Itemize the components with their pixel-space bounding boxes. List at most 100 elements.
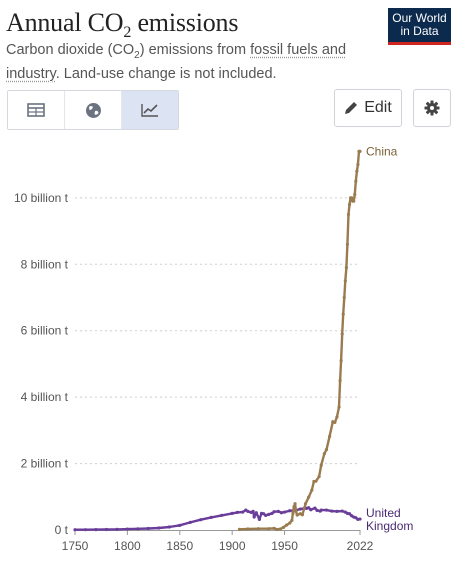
data-point-united-kingdom — [146, 526, 150, 531]
data-point-china — [345, 242, 350, 246]
y-tick-label: 10 billion t — [14, 191, 69, 205]
x-tick-label: 1900 — [219, 539, 246, 553]
data-point-united-kingdom — [220, 513, 224, 517]
data-point-china — [355, 169, 359, 173]
data-point-united-kingdom — [282, 510, 287, 514]
data-point-china — [346, 212, 351, 217]
data-point-china — [317, 474, 321, 479]
data-point-united-kingdom — [73, 528, 77, 532]
data-point-china — [300, 513, 304, 517]
data-point-china — [342, 295, 346, 300]
line-chart: 0 t 2 billion t 4 billion t 6 billion t 8 bi… — [14, 144, 413, 553]
data-point-united-kingdom — [115, 527, 119, 532]
data-point-united-kingdom — [94, 528, 98, 532]
data-point-united-kingdom — [254, 511, 258, 515]
data-point-united-kingdom — [257, 517, 262, 521]
data-point-united-kingdom — [264, 513, 268, 517]
data-point-china — [294, 509, 298, 513]
data-point-china — [272, 526, 276, 530]
data-point-china — [292, 505, 296, 509]
tab-table[interactable] — [8, 91, 64, 129]
data-point-united-kingdom — [209, 515, 213, 519]
data-point-united-kingdom — [267, 512, 271, 516]
x-tick-label: 1950 — [271, 539, 298, 553]
data-point-china — [295, 513, 299, 517]
data-point-china — [322, 452, 326, 456]
line-chart-icon — [141, 104, 158, 117]
y-tick-label: 4 billion t — [21, 390, 69, 404]
data-point-china — [256, 527, 260, 531]
x-tick-label: 1800 — [114, 539, 141, 553]
series-label-united-kingdom: United Kingdom — [366, 506, 413, 533]
data-point-china — [343, 279, 347, 283]
data-point-united-kingdom — [330, 509, 334, 513]
x-tick-label: 1750 — [62, 539, 89, 553]
data-point-china — [328, 434, 332, 438]
data-point-china — [291, 511, 295, 515]
data-point-united-kingdom — [272, 510, 276, 514]
data-point-china — [347, 202, 352, 207]
data-point-china — [337, 405, 341, 409]
data-point-united-kingdom — [307, 506, 311, 510]
data-point-united-kingdom — [340, 509, 344, 513]
data-point-united-kingdom — [288, 509, 292, 513]
data-point-united-kingdom — [324, 508, 329, 512]
data-point-united-kingdom — [167, 525, 171, 529]
edit-button[interactable]: Edit — [334, 89, 402, 127]
settings-button[interactable] — [413, 89, 451, 127]
view-tabs — [7, 90, 179, 130]
fossil-fuels-link[interactable]: fossil fuels and industry — [6, 42, 347, 82]
data-point-china — [352, 199, 356, 203]
y-tick-label: 8 billion t — [21, 257, 69, 271]
data-point-china — [333, 420, 337, 424]
data-point-china — [344, 265, 348, 270]
data-point-united-kingdom — [358, 517, 362, 521]
data-point-united-kingdom — [298, 507, 302, 511]
data-point-united-kingdom — [279, 511, 284, 515]
data-point-united-kingdom — [178, 523, 182, 527]
data-point-china — [340, 332, 344, 336]
data-point-china — [314, 479, 318, 483]
data-point-united-kingdom — [315, 508, 319, 513]
gear-icon — [424, 100, 440, 116]
data-point-united-kingdom — [199, 518, 203, 522]
data-point-china — [338, 378, 342, 383]
data-point-united-kingdom — [125, 527, 129, 531]
y-tick-label: 6 billion t — [21, 324, 69, 338]
data-point-china — [356, 163, 360, 167]
data-point-china — [341, 312, 345, 316]
data-point-china — [353, 192, 357, 197]
data-point-united-kingdom — [313, 506, 317, 510]
data-point-united-kingdom — [251, 509, 255, 513]
data-point-china — [281, 525, 286, 529]
data-point-china — [285, 523, 289, 527]
data-point-china — [278, 527, 282, 531]
data-point-china — [319, 463, 323, 467]
data-point-china — [339, 358, 343, 363]
x-tick-label: 2022 — [347, 539, 374, 553]
data-point-china — [358, 149, 362, 153]
data-point-united-kingdom — [309, 508, 313, 512]
owid-logo[interactable]: Our World in Data — [388, 8, 451, 45]
data-point-united-kingdom — [136, 527, 140, 531]
chart-title: Annual CO2 emissions — [6, 8, 239, 42]
data-point-china — [324, 448, 329, 452]
data-point-china — [288, 521, 292, 525]
data-point-united-kingdom — [347, 512, 352, 516]
data-point-united-kingdom — [235, 510, 240, 514]
data-point-united-kingdom — [241, 510, 245, 514]
series-line-china — [238, 150, 362, 531]
tab-chart[interactable] — [121, 91, 178, 129]
data-point-china — [267, 527, 271, 531]
data-point-united-kingdom — [319, 508, 323, 512]
data-point-united-kingdom — [276, 509, 280, 513]
data-point-united-kingdom — [230, 511, 234, 515]
tab-map[interactable] — [64, 91, 121, 129]
x-tick-label: 1850 — [166, 539, 193, 553]
globe-icon — [85, 102, 101, 118]
data-point-china — [275, 527, 279, 532]
y-tick-label: 0 t — [55, 523, 69, 537]
data-point-united-kingdom — [83, 528, 88, 532]
data-point-united-kingdom — [246, 509, 250, 513]
data-point-china — [246, 527, 250, 531]
